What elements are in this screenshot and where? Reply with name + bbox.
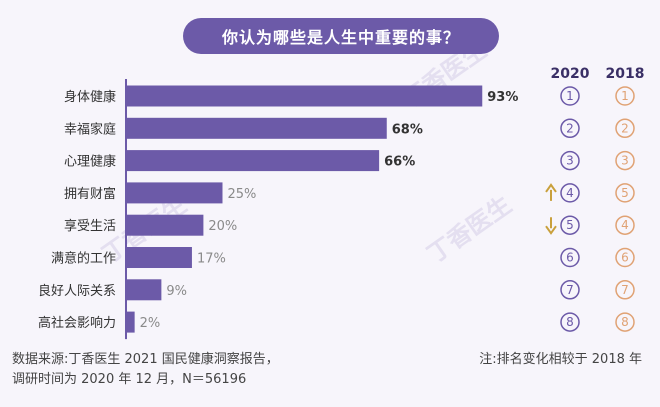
data-label: 9% bbox=[166, 284, 187, 299]
rank-2020-label: 4 bbox=[566, 186, 574, 200]
category-label: 满意的工作 bbox=[51, 251, 116, 267]
ranking-note: 注:排名变化相较于 2018 年 bbox=[479, 352, 642, 367]
category-label: 拥有财富 bbox=[64, 186, 116, 202]
category-label: 享受生活 bbox=[64, 218, 116, 234]
rank-2020-badge bbox=[560, 280, 580, 300]
category-label: 身体健康 bbox=[64, 89, 116, 105]
rank-2018-label: 6 bbox=[621, 251, 629, 265]
source-line-2: 调研时间为 2020 年 12 月，N＝56196 bbox=[12, 372, 247, 387]
data-label: 93% bbox=[487, 90, 518, 105]
rank-2018-badge bbox=[615, 118, 635, 139]
rank-2018-badge bbox=[615, 150, 635, 171]
rank-2020-badge bbox=[560, 312, 580, 332]
bar bbox=[127, 150, 380, 172]
bar bbox=[127, 214, 204, 236]
rank-2020-label: 5 bbox=[566, 218, 574, 232]
rank-2020-label: 2 bbox=[566, 121, 574, 135]
rank-2018-label: 1 bbox=[621, 89, 629, 103]
rank-2020-badge bbox=[560, 86, 580, 106]
rank-2020-label: 8 bbox=[566, 315, 574, 329]
category-label: 幸福家庭 bbox=[64, 121, 116, 137]
rank-2020-badge bbox=[560, 215, 580, 235]
rank-header-2018: 2018 bbox=[606, 66, 645, 82]
rank-2018-label: 5 bbox=[621, 186, 629, 200]
rank-2018-label: 7 bbox=[621, 283, 629, 297]
rank-2018-label: 8 bbox=[621, 315, 629, 329]
rank-2020-label: 1 bbox=[566, 89, 574, 103]
bar bbox=[127, 117, 387, 139]
category-label: 高社会影响力 bbox=[38, 315, 116, 331]
category-label: 心理健康 bbox=[64, 154, 116, 170]
rank-2018-badge bbox=[615, 280, 635, 300]
rank-2018-label: 3 bbox=[621, 154, 629, 168]
rank-down-arrow-icon bbox=[545, 217, 557, 235]
rank-2020-badge bbox=[560, 150, 580, 171]
bar bbox=[127, 85, 483, 107]
rank-2020-label: 7 bbox=[566, 283, 574, 297]
data-label: 68% bbox=[392, 122, 423, 137]
rank-up-arrow-icon bbox=[545, 183, 557, 201]
bar bbox=[127, 311, 135, 333]
source-line-1: 数据来源:丁香医生 2021 国民健康洞察报告， bbox=[12, 352, 279, 367]
bar bbox=[127, 182, 223, 204]
rank-2018-badge bbox=[615, 183, 635, 203]
data-label: 25% bbox=[228, 187, 257, 202]
data-label: 17% bbox=[197, 252, 226, 267]
data-label: 2% bbox=[140, 316, 161, 331]
rank-2020-badge bbox=[560, 247, 580, 268]
rank-header-2020: 2020 bbox=[551, 66, 590, 82]
rank-2020-badge bbox=[560, 183, 580, 203]
rank-2018-label: 4 bbox=[621, 218, 629, 232]
rank-2018-label: 2 bbox=[621, 121, 629, 135]
rank-2020-label: 6 bbox=[566, 251, 574, 265]
rank-2020-badge bbox=[560, 118, 580, 139]
bar bbox=[127, 279, 162, 301]
rank-2018-badge bbox=[615, 247, 635, 268]
data-label: 66% bbox=[384, 155, 415, 170]
category-label: 良好人际关系 bbox=[38, 283, 116, 299]
rank-2020-label: 3 bbox=[566, 154, 574, 168]
rank-2018-badge bbox=[615, 215, 635, 235]
source-note: 数据来源:丁香医生 2021 国民健康洞察报告， 调研时间为 2020 年 12… bbox=[12, 350, 279, 390]
rank-2018-badge bbox=[615, 86, 635, 106]
data-label: 20% bbox=[208, 219, 237, 234]
bar bbox=[127, 247, 192, 268]
rank-2018-badge bbox=[615, 312, 635, 332]
chart-title: 你认为哪些是人生中重要的事？ bbox=[183, 18, 499, 54]
